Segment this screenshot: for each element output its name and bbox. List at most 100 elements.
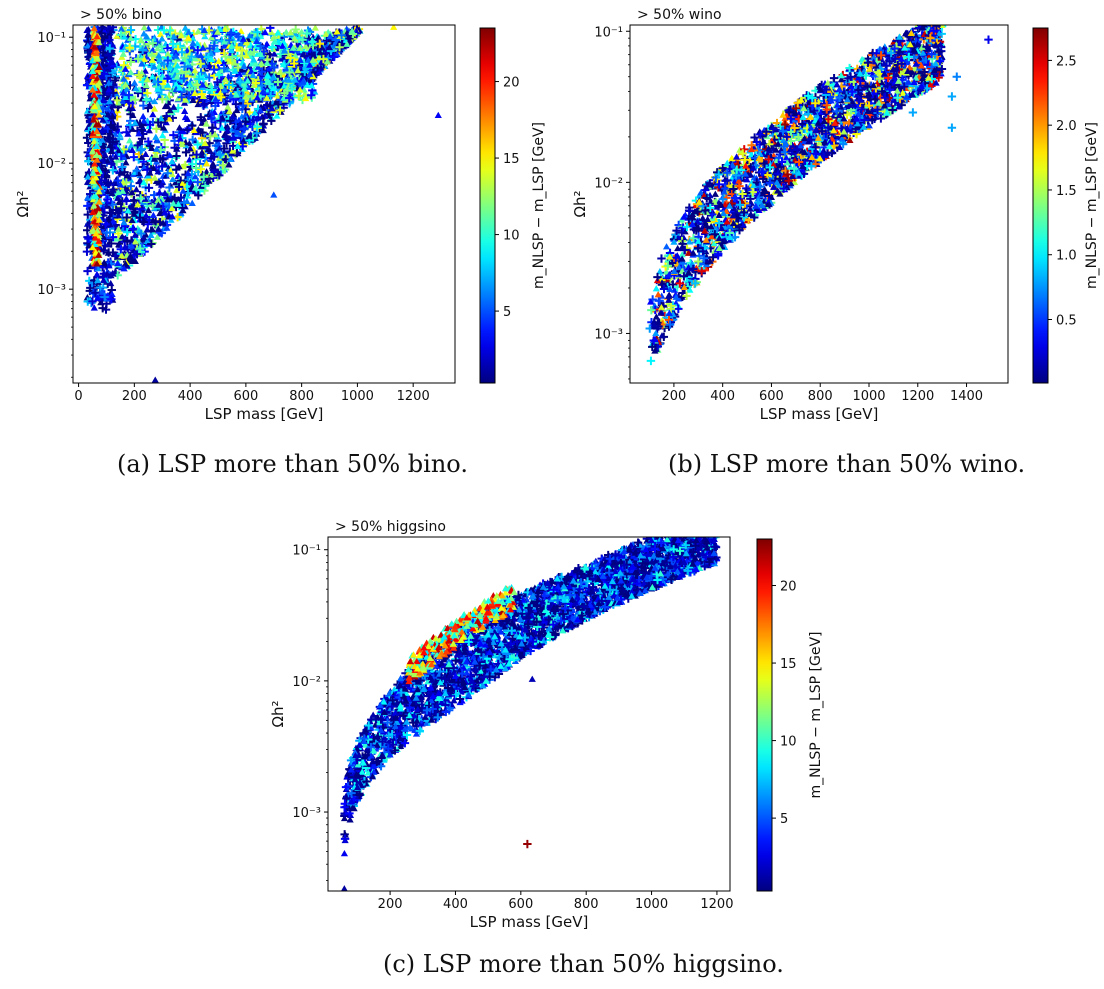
plus-point [267,116,276,126]
plus-point [125,43,134,52]
triangle-point [743,176,751,183]
triangle-point [106,220,114,228]
triangle-point [150,97,159,105]
triangle-point [180,86,188,93]
triangle-point [151,376,159,383]
plus-point [205,174,214,183]
triangle-point [90,137,98,145]
triangle-point [253,94,261,101]
triangle-point [201,139,209,147]
plus-point [126,110,135,119]
triangle-point [120,218,128,226]
plus-point [136,194,145,203]
plus-point [330,52,339,62]
triangle-point [90,106,99,113]
triangle-point [229,147,237,154]
triangle-point [130,210,138,217]
plus-point [192,150,201,159]
plus-point [194,74,204,84]
plus-point [100,241,110,250]
triangle-point [222,76,230,83]
triangle-point [93,74,101,82]
triangle-point [142,150,150,158]
triangle-point [160,124,168,131]
plus-point [207,114,216,123]
triangle-point [181,96,190,103]
triangle-point [184,169,192,177]
plus-point [116,30,126,40]
triangle-point [815,139,824,146]
triangle-point [136,36,145,44]
triangle-point [109,217,117,224]
plus-point [171,202,181,212]
plus-point [126,25,136,35]
plus-point [315,39,324,48]
triangle-point [154,201,163,208]
plus-point [257,81,266,90]
triangle-point [148,56,157,63]
triangle-point [198,148,206,156]
triangle-point [105,97,114,105]
triangle-point [143,226,151,233]
plus-point [204,52,213,62]
triangle-point [200,26,208,34]
plus-point [118,162,127,172]
triangle-point [189,96,197,104]
plus-point [198,128,207,137]
triangle-point [108,290,116,298]
plus-point [289,59,299,68]
triangle-point [128,189,136,196]
plus-point [205,44,214,53]
triangle-point [95,237,103,244]
plus-point [104,50,113,60]
triangle-point [140,55,148,63]
triangle-point [157,181,165,188]
triangle-point [130,79,139,86]
triangle-point [93,270,101,278]
plus-point [134,70,143,80]
triangle-point [220,38,229,45]
plus-point [234,32,243,41]
triangle-point [263,40,271,47]
plus-point [735,225,744,235]
plus-point [187,52,196,61]
plus-point [122,213,131,222]
plus-point [183,125,192,135]
triangle-point [191,66,199,74]
triangle-point [155,52,163,59]
triangle-point [239,80,247,87]
triangle-point [161,189,169,196]
triangle-point [134,201,142,208]
triangle-point [772,146,780,153]
triangle-point [152,133,160,140]
y-tick-label: 10⁻³ [37,283,66,298]
triangle-point [240,85,248,92]
triangle-point [234,142,242,150]
triangle-point [230,134,238,141]
triangle-point [107,147,116,154]
triangle-point [166,151,174,159]
triangle-point [124,207,132,214]
plus-point [144,183,154,193]
plus-point [197,90,206,99]
triangle-point [175,124,184,131]
triangle-point [168,213,176,220]
triangle-point [185,28,193,35]
triangle-point [149,164,158,171]
triangle-point [280,47,289,54]
triangle-point [899,89,907,96]
triangle-point [813,111,821,119]
plus-point [143,103,153,113]
triangle-point [720,188,728,195]
triangle-point [299,78,307,85]
triangle-point [90,304,98,311]
triangle-point [106,141,114,148]
triangle-point [821,138,829,146]
triangle-point [90,202,98,209]
triangle-point [239,137,247,144]
plus-point [107,239,116,248]
x-tick-label: 0 [74,389,82,404]
plus-point [100,292,109,302]
triangle-point [285,76,293,83]
triangle-point [109,42,117,49]
